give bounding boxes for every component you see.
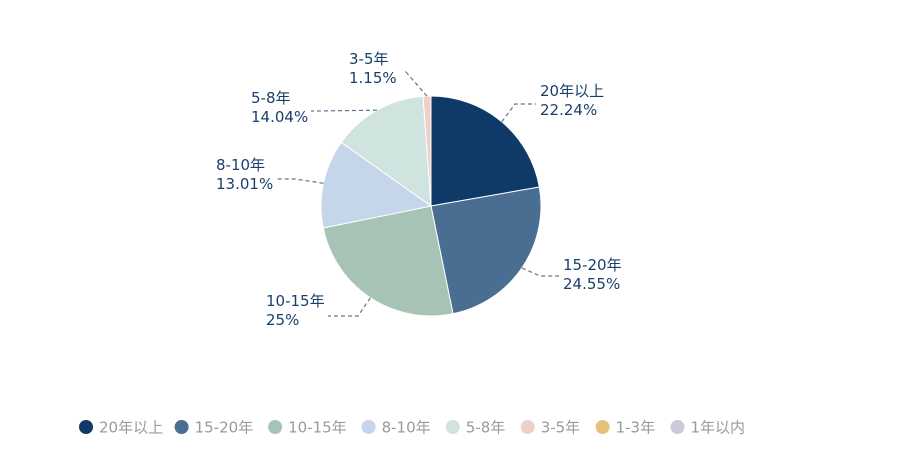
legend-label-10-15: 10-15年 — [288, 419, 347, 437]
legend-swatch-3-5 — [520, 420, 535, 434]
leader-line-15-20 — [521, 267, 559, 277]
legend-swatch-15-20 — [174, 420, 189, 434]
legend-label-15-20: 15-20年 — [195, 419, 254, 437]
legend-item-3-5[interactable]: 3-5年 — [520, 419, 581, 437]
legend-label-3-5: 3-5年 — [541, 419, 581, 437]
legend-label-8-10: 8-10年 — [382, 419, 431, 437]
slices-layer — [320, 95, 542, 317]
legend-item-20[interactable]: 20年以上 — [79, 419, 163, 437]
pie-slice-8-10[interactable] — [320, 141, 433, 229]
legend-item-8-10[interactable]: 8-10年 — [361, 419, 431, 437]
legend-label-1: 1年以内 — [691, 419, 746, 437]
slice-label-15-20: 15-20年 — [563, 256, 622, 274]
legend-item-5-8[interactable]: 5-8年 — [445, 419, 506, 437]
slice-value-10-15: 25% — [266, 311, 299, 329]
pie-slice-10-15[interactable] — [322, 205, 454, 317]
slice-label-10-15: 10-15年 — [266, 292, 325, 310]
legend-swatch-1-3 — [595, 420, 610, 434]
legend: 20年以上 15-20年 10-15年 8-10年 5-8年 3-5年 1-3年 1年以内 — [79, 419, 745, 437]
legend-item-1[interactable]: 1年以内 — [670, 419, 746, 437]
leader-line-8-10 — [276, 178, 324, 184]
legend-label-1-3: 1-3年 — [616, 419, 656, 437]
legend-swatch-10-15 — [268, 420, 283, 434]
legend-swatch-5-8 — [445, 420, 460, 434]
slice-value-5-8: 14.04% — [251, 108, 308, 126]
leader-line-20 — [501, 103, 536, 123]
leader-line-5-8 — [311, 109, 378, 112]
legend-label-5-8: 5-8年 — [466, 419, 506, 437]
pie-slice-20[interactable] — [430, 95, 540, 207]
legend-item-15-20[interactable]: 15-20年 — [174, 419, 254, 437]
legend-swatch-8-10 — [361, 420, 376, 434]
legend-label-20: 20年以上 — [99, 419, 163, 437]
slice-label-20: 20年以上 — [540, 82, 604, 100]
legend-item-1-3[interactable]: 1-3年 — [595, 419, 656, 437]
legend-swatch-1 — [670, 420, 685, 434]
slice-label-8-10: 8-10年 — [216, 156, 265, 174]
slice-label-3-5: 3-5年 — [349, 50, 389, 68]
leader-line-10-15 — [328, 297, 371, 317]
slice-value-8-10: 13.01% — [216, 175, 273, 193]
leader-line-3-5 — [404, 71, 428, 97]
slice-value-15-20: 24.55% — [563, 275, 620, 293]
slice-label-5-8: 5-8年 — [251, 89, 291, 107]
slice-value-3-5: 1.15% — [349, 69, 397, 87]
legend-item-10-15[interactable]: 10-15年 — [268, 419, 347, 437]
legend-swatch-20 — [79, 420, 93, 434]
slice-value-20: 22.24% — [540, 101, 597, 119]
